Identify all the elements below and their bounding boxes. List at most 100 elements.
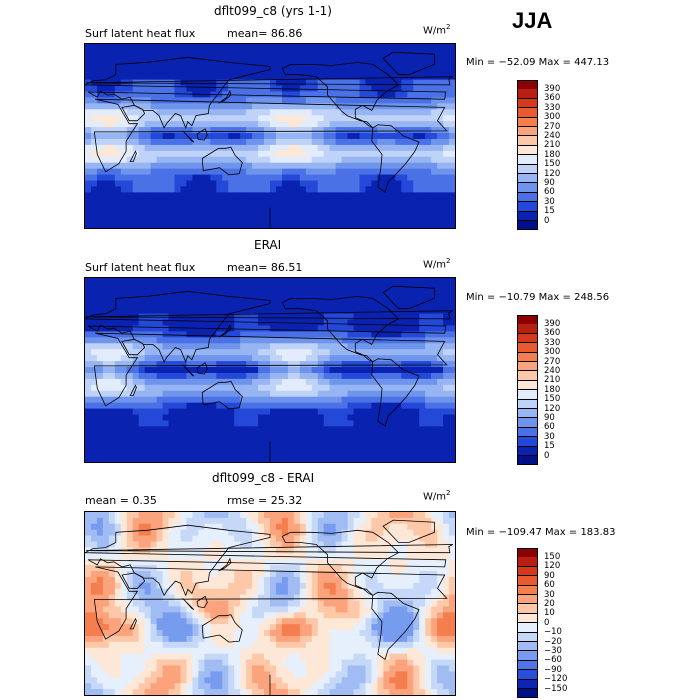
map-cell bbox=[174, 343, 182, 350]
map-cell bbox=[359, 313, 367, 321]
map-cell bbox=[174, 361, 182, 368]
map-cell bbox=[341, 121, 349, 128]
map-cell bbox=[323, 222, 331, 228]
map-cell bbox=[252, 396, 259, 404]
map-cell bbox=[174, 121, 182, 128]
map-cell bbox=[329, 85, 337, 93]
map-cell bbox=[443, 103, 450, 110]
map-cell bbox=[389, 44, 396, 51]
map-cell bbox=[90, 559, 98, 566]
map-cell bbox=[156, 319, 164, 327]
map-cell bbox=[341, 91, 349, 99]
map-cell bbox=[85, 103, 92, 110]
map-cell bbox=[383, 600, 390, 608]
map-cell bbox=[270, 325, 277, 333]
map-cell bbox=[240, 204, 247, 211]
map-cell bbox=[138, 372, 146, 380]
map-cell bbox=[371, 307, 379, 315]
map-cell bbox=[347, 325, 355, 333]
map-cell bbox=[132, 289, 140, 297]
panel-2-title: ERAI bbox=[254, 238, 282, 252]
map-cell bbox=[317, 222, 325, 228]
map-cell bbox=[377, 420, 384, 427]
map-cell bbox=[216, 138, 223, 146]
map-cell bbox=[192, 162, 199, 170]
map-cell bbox=[132, 450, 140, 457]
map-cell bbox=[162, 186, 170, 193]
map-cell bbox=[138, 138, 146, 146]
map-cell bbox=[299, 331, 307, 338]
map-cell bbox=[252, 343, 259, 350]
map-cell bbox=[407, 541, 414, 549]
map-cell bbox=[293, 432, 301, 439]
map-cell bbox=[365, 278, 373, 285]
map-cell bbox=[311, 535, 319, 543]
map-cell bbox=[395, 426, 402, 433]
map-cell bbox=[317, 355, 325, 362]
map-cell bbox=[299, 438, 307, 445]
map-cell bbox=[234, 337, 241, 344]
map-cell bbox=[305, 402, 313, 410]
map-cell bbox=[216, 109, 223, 116]
map-cell bbox=[85, 565, 92, 572]
map-cell bbox=[240, 319, 247, 327]
map-cell bbox=[371, 49, 379, 57]
map-cell bbox=[299, 222, 307, 228]
map-cell bbox=[85, 283, 92, 291]
map-cell bbox=[395, 408, 402, 416]
map-cell bbox=[353, 594, 361, 602]
map-cell bbox=[132, 73, 140, 81]
map-cell bbox=[401, 307, 408, 315]
map-cell bbox=[216, 450, 223, 457]
map-cell bbox=[353, 97, 361, 104]
colorbar-swatch bbox=[517, 333, 538, 344]
map-cell bbox=[347, 97, 355, 104]
map-cell bbox=[281, 79, 289, 87]
map-cell bbox=[287, 426, 295, 433]
map-cell bbox=[192, 559, 199, 566]
map-cell bbox=[359, 44, 367, 51]
map-cell bbox=[168, 541, 176, 549]
map-cell bbox=[275, 295, 283, 303]
map-cell bbox=[228, 553, 235, 560]
map-cell bbox=[162, 402, 170, 410]
map-cell bbox=[162, 361, 170, 368]
map-cell bbox=[252, 67, 259, 75]
map-cell bbox=[246, 216, 253, 223]
map-cell bbox=[138, 378, 146, 386]
map-cell bbox=[210, 396, 217, 404]
map-cell bbox=[210, 192, 217, 199]
map-cell bbox=[162, 204, 170, 211]
map-cell bbox=[275, 432, 283, 439]
map-cell bbox=[413, 349, 420, 356]
map-cell bbox=[413, 109, 420, 116]
map-cell bbox=[168, 420, 176, 427]
map-cell bbox=[180, 414, 188, 422]
map-cell bbox=[85, 55, 92, 63]
map-cell bbox=[329, 523, 337, 531]
map-cell bbox=[311, 198, 319, 205]
map-cell bbox=[108, 390, 116, 398]
map-cell bbox=[407, 576, 414, 584]
map-cell bbox=[401, 204, 408, 211]
map-cell bbox=[413, 361, 420, 368]
map-cell bbox=[353, 355, 361, 362]
map-cell bbox=[132, 156, 140, 164]
map-cell bbox=[258, 565, 265, 572]
map-cell bbox=[210, 97, 217, 104]
map-cell bbox=[222, 553, 229, 560]
map-cell bbox=[365, 426, 373, 433]
map-cell bbox=[258, 61, 265, 69]
map-cell bbox=[150, 337, 158, 344]
map-cell bbox=[329, 150, 337, 158]
map-cell bbox=[407, 289, 414, 297]
map-cell bbox=[287, 541, 295, 549]
map-cell bbox=[144, 295, 152, 303]
map-cell bbox=[252, 109, 259, 116]
map-cell bbox=[317, 517, 325, 525]
map-cell bbox=[347, 372, 355, 380]
map-cell bbox=[299, 361, 307, 368]
map-cell bbox=[138, 180, 146, 188]
map-cell bbox=[299, 289, 307, 297]
map-cell bbox=[365, 121, 373, 128]
